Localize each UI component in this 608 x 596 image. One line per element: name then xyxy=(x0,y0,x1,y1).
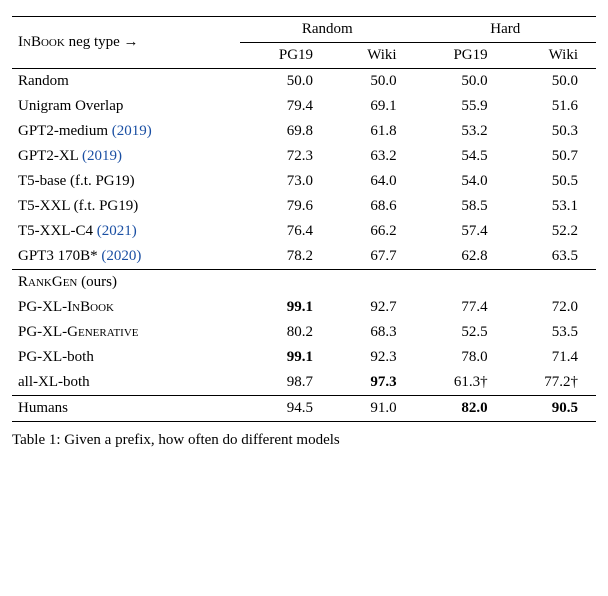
row-label: T5-XXL (f.t. PG19) xyxy=(12,194,240,219)
results-table: InBook neg type → Random Hard PG19 Wiki … xyxy=(12,16,596,422)
humans-r-pg19: 94.5 xyxy=(240,396,331,422)
table-cell: 79.4 xyxy=(240,94,331,119)
table-cell: 63.5 xyxy=(506,244,596,270)
table-cell: 77.2† xyxy=(506,370,596,396)
table-cell: 73.0 xyxy=(240,169,331,194)
humans-h-wiki: 90.5 xyxy=(506,396,596,422)
table-cell: 50.5 xyxy=(506,169,596,194)
humans-label: Humans xyxy=(12,396,240,422)
table-cell: 51.6 xyxy=(506,94,596,119)
table-cell: 52.2 xyxy=(506,219,596,244)
row-label: all-XL-both xyxy=(12,370,240,396)
subhead-random-pg19: PG19 xyxy=(240,43,331,69)
table-cell: 50.0 xyxy=(415,69,506,95)
subhead-hard-pg19: PG19 xyxy=(415,43,506,69)
table-cell: 69.8 xyxy=(240,119,331,144)
table-cell: 79.6 xyxy=(240,194,331,219)
table-cell: 99.1 xyxy=(240,345,331,370)
table-cell: 57.4 xyxy=(415,219,506,244)
citation: (2019) xyxy=(112,123,152,139)
humans-h-pg19: 82.0 xyxy=(415,396,506,422)
table-cell: 78.2 xyxy=(240,244,331,270)
table-cell: 62.8 xyxy=(415,244,506,270)
table-cell: 71.4 xyxy=(506,345,596,370)
citation: (2020) xyxy=(101,248,141,264)
table-cell: 76.4 xyxy=(240,219,331,244)
row-label: Unigram Overlap xyxy=(12,94,240,119)
table-cell: 53.5 xyxy=(506,320,596,345)
table-cell: 50.0 xyxy=(331,69,415,95)
table-cell: 50.0 xyxy=(240,69,331,95)
table-cell: 78.0 xyxy=(415,345,506,370)
table-cell: 53.2 xyxy=(415,119,506,144)
table-cell: 50.3 xyxy=(506,119,596,144)
table-cell: 99.1 xyxy=(240,295,331,320)
humans-r-wiki: 91.0 xyxy=(331,396,415,422)
table-cell: 72.3 xyxy=(240,144,331,169)
row-label: GPT3 170B* (2020) xyxy=(12,244,240,270)
row-label: PG-XL-both xyxy=(12,345,240,370)
col-header-hard: Hard xyxy=(415,17,596,43)
table-cell: 67.7 xyxy=(331,244,415,270)
table-cell: 92.3 xyxy=(331,345,415,370)
table-cell: 64.0 xyxy=(331,169,415,194)
table-cell: 66.2 xyxy=(331,219,415,244)
row-label: PG-XL-InBook xyxy=(12,295,240,320)
row-label: Random xyxy=(12,69,240,95)
subhead-hard-wiki: Wiki xyxy=(506,43,596,69)
row-label: PG-XL-Generative xyxy=(12,320,240,345)
ours-section-label: RankGen (ours) xyxy=(12,270,240,296)
table-cell: 50.7 xyxy=(506,144,596,169)
table-cell: 92.7 xyxy=(331,295,415,320)
table-cell: 68.3 xyxy=(331,320,415,345)
col-header-negtype: InBook neg type → xyxy=(12,17,240,69)
table-cell: 69.1 xyxy=(331,94,415,119)
row-label: T5-XXL-C4 (2021) xyxy=(12,219,240,244)
citation: (2019) xyxy=(82,148,122,164)
table-cell: 61.3† xyxy=(415,370,506,396)
citation: (2021) xyxy=(97,223,137,239)
table-cell: 53.1 xyxy=(506,194,596,219)
table-cell: 97.3 xyxy=(331,370,415,396)
table-cell: 50.0 xyxy=(506,69,596,95)
table-cell: 63.2 xyxy=(331,144,415,169)
table-cell: 68.6 xyxy=(331,194,415,219)
row-label: T5-base (f.t. PG19) xyxy=(12,169,240,194)
table-cell: 61.8 xyxy=(331,119,415,144)
table-cell: 54.0 xyxy=(415,169,506,194)
table-cell: 72.0 xyxy=(506,295,596,320)
table-cell: 98.7 xyxy=(240,370,331,396)
subhead-random-wiki: Wiki xyxy=(331,43,415,69)
table-cell: 54.5 xyxy=(415,144,506,169)
table-cell: 80.2 xyxy=(240,320,331,345)
row-label: GPT2-medium (2019) xyxy=(12,119,240,144)
table-cell: 77.4 xyxy=(415,295,506,320)
col-header-random: Random xyxy=(240,17,415,43)
table-caption: Table 1: Given a prefix, how often do di… xyxy=(12,432,596,449)
table-cell: 52.5 xyxy=(415,320,506,345)
table-cell: 58.5 xyxy=(415,194,506,219)
table-cell: 55.9 xyxy=(415,94,506,119)
row-label: GPT2-XL (2019) xyxy=(12,144,240,169)
